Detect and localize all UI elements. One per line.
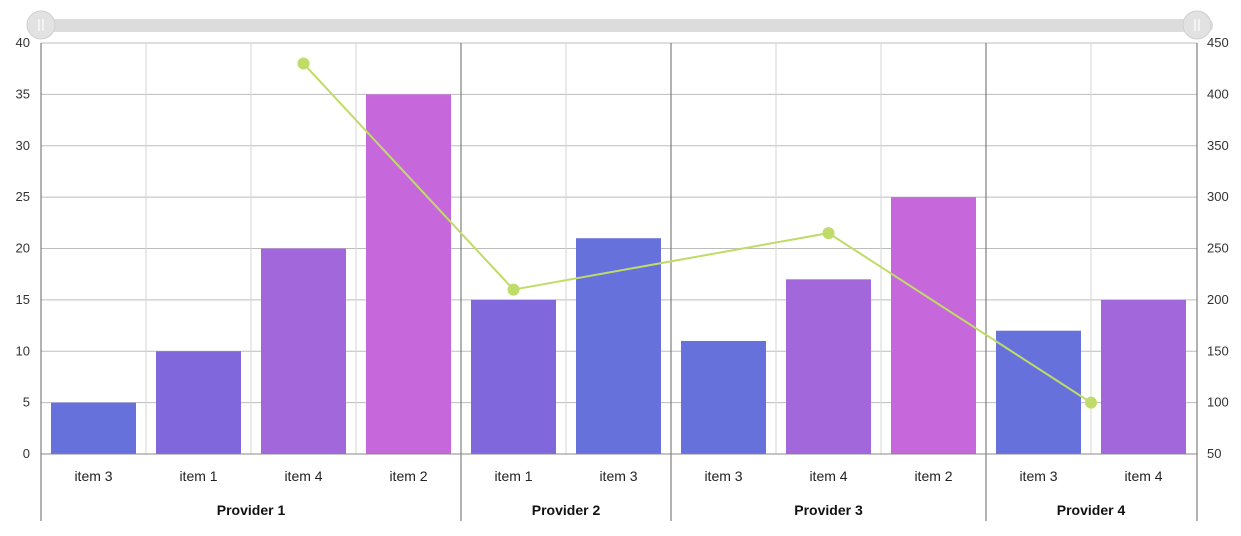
category-label: item 4 [809,468,847,484]
bar [261,248,346,454]
y-tick-label: 0 [23,446,30,461]
y2-tick-label: 50 [1207,446,1221,461]
category-label: item 3 [704,468,742,484]
category-label: item 3 [1019,468,1057,484]
category-label: item 2 [914,468,952,484]
category-label: item 1 [494,468,532,484]
group-label: Provider 2 [532,502,601,518]
group-label: Provider 3 [794,502,863,518]
group-label: Provider 1 [217,502,286,518]
y-tick-label: 40 [16,35,30,50]
y2-tick-label: 450 [1207,35,1229,50]
scrollbar-start-grip[interactable] [26,10,56,40]
bar [51,402,136,454]
y-tick-label: 10 [16,343,30,358]
y-tick-label: 15 [16,292,30,307]
bar [471,299,556,454]
y2-tick-label: 250 [1207,241,1229,256]
line-series [297,57,1097,409]
line-series-path [302,62,1092,404]
bar [1101,299,1186,454]
category-label: item 3 [599,468,637,484]
y-tick-label: 35 [16,86,30,101]
y2-tick-label: 350 [1207,138,1229,153]
y2-tick-label: 150 [1207,343,1229,358]
y-tick-label: 5 [23,395,30,410]
bar [891,197,976,454]
y2-tick-label: 100 [1207,395,1229,410]
y-tick-label: 20 [16,241,30,256]
y-tick-label: 25 [16,189,30,204]
bar [681,340,766,454]
y-tick-label: 30 [16,138,30,153]
bar [576,238,661,454]
scrollbar-end-grip[interactable] [1182,10,1212,40]
category-label: item 3 [74,468,112,484]
y2-tick-label: 400 [1207,86,1229,101]
group-label: Provider 4 [1057,502,1126,518]
line-point [822,227,835,240]
bar [366,94,451,454]
line-point [1085,396,1097,409]
scrollbar-track[interactable] [28,19,1213,32]
y2-tick-label: 200 [1207,292,1229,307]
line-point [297,57,310,70]
y2-tick-label: 300 [1207,189,1229,204]
labels: 0 5 10 15 20 25 30 35 40 50 100 150 200 250 300 350 400 4… [16,35,1229,518]
category-label: item 4 [284,468,322,484]
line-point [507,283,520,296]
scrollbar[interactable] [26,10,1213,40]
gridlines [41,42,1197,455]
category-label: item 4 [1124,468,1162,484]
category-label: item 2 [389,468,427,484]
axes [40,43,1198,521]
bar [786,279,871,454]
bar [156,351,241,454]
bars [51,94,1186,454]
category-label: item 1 [179,468,217,484]
